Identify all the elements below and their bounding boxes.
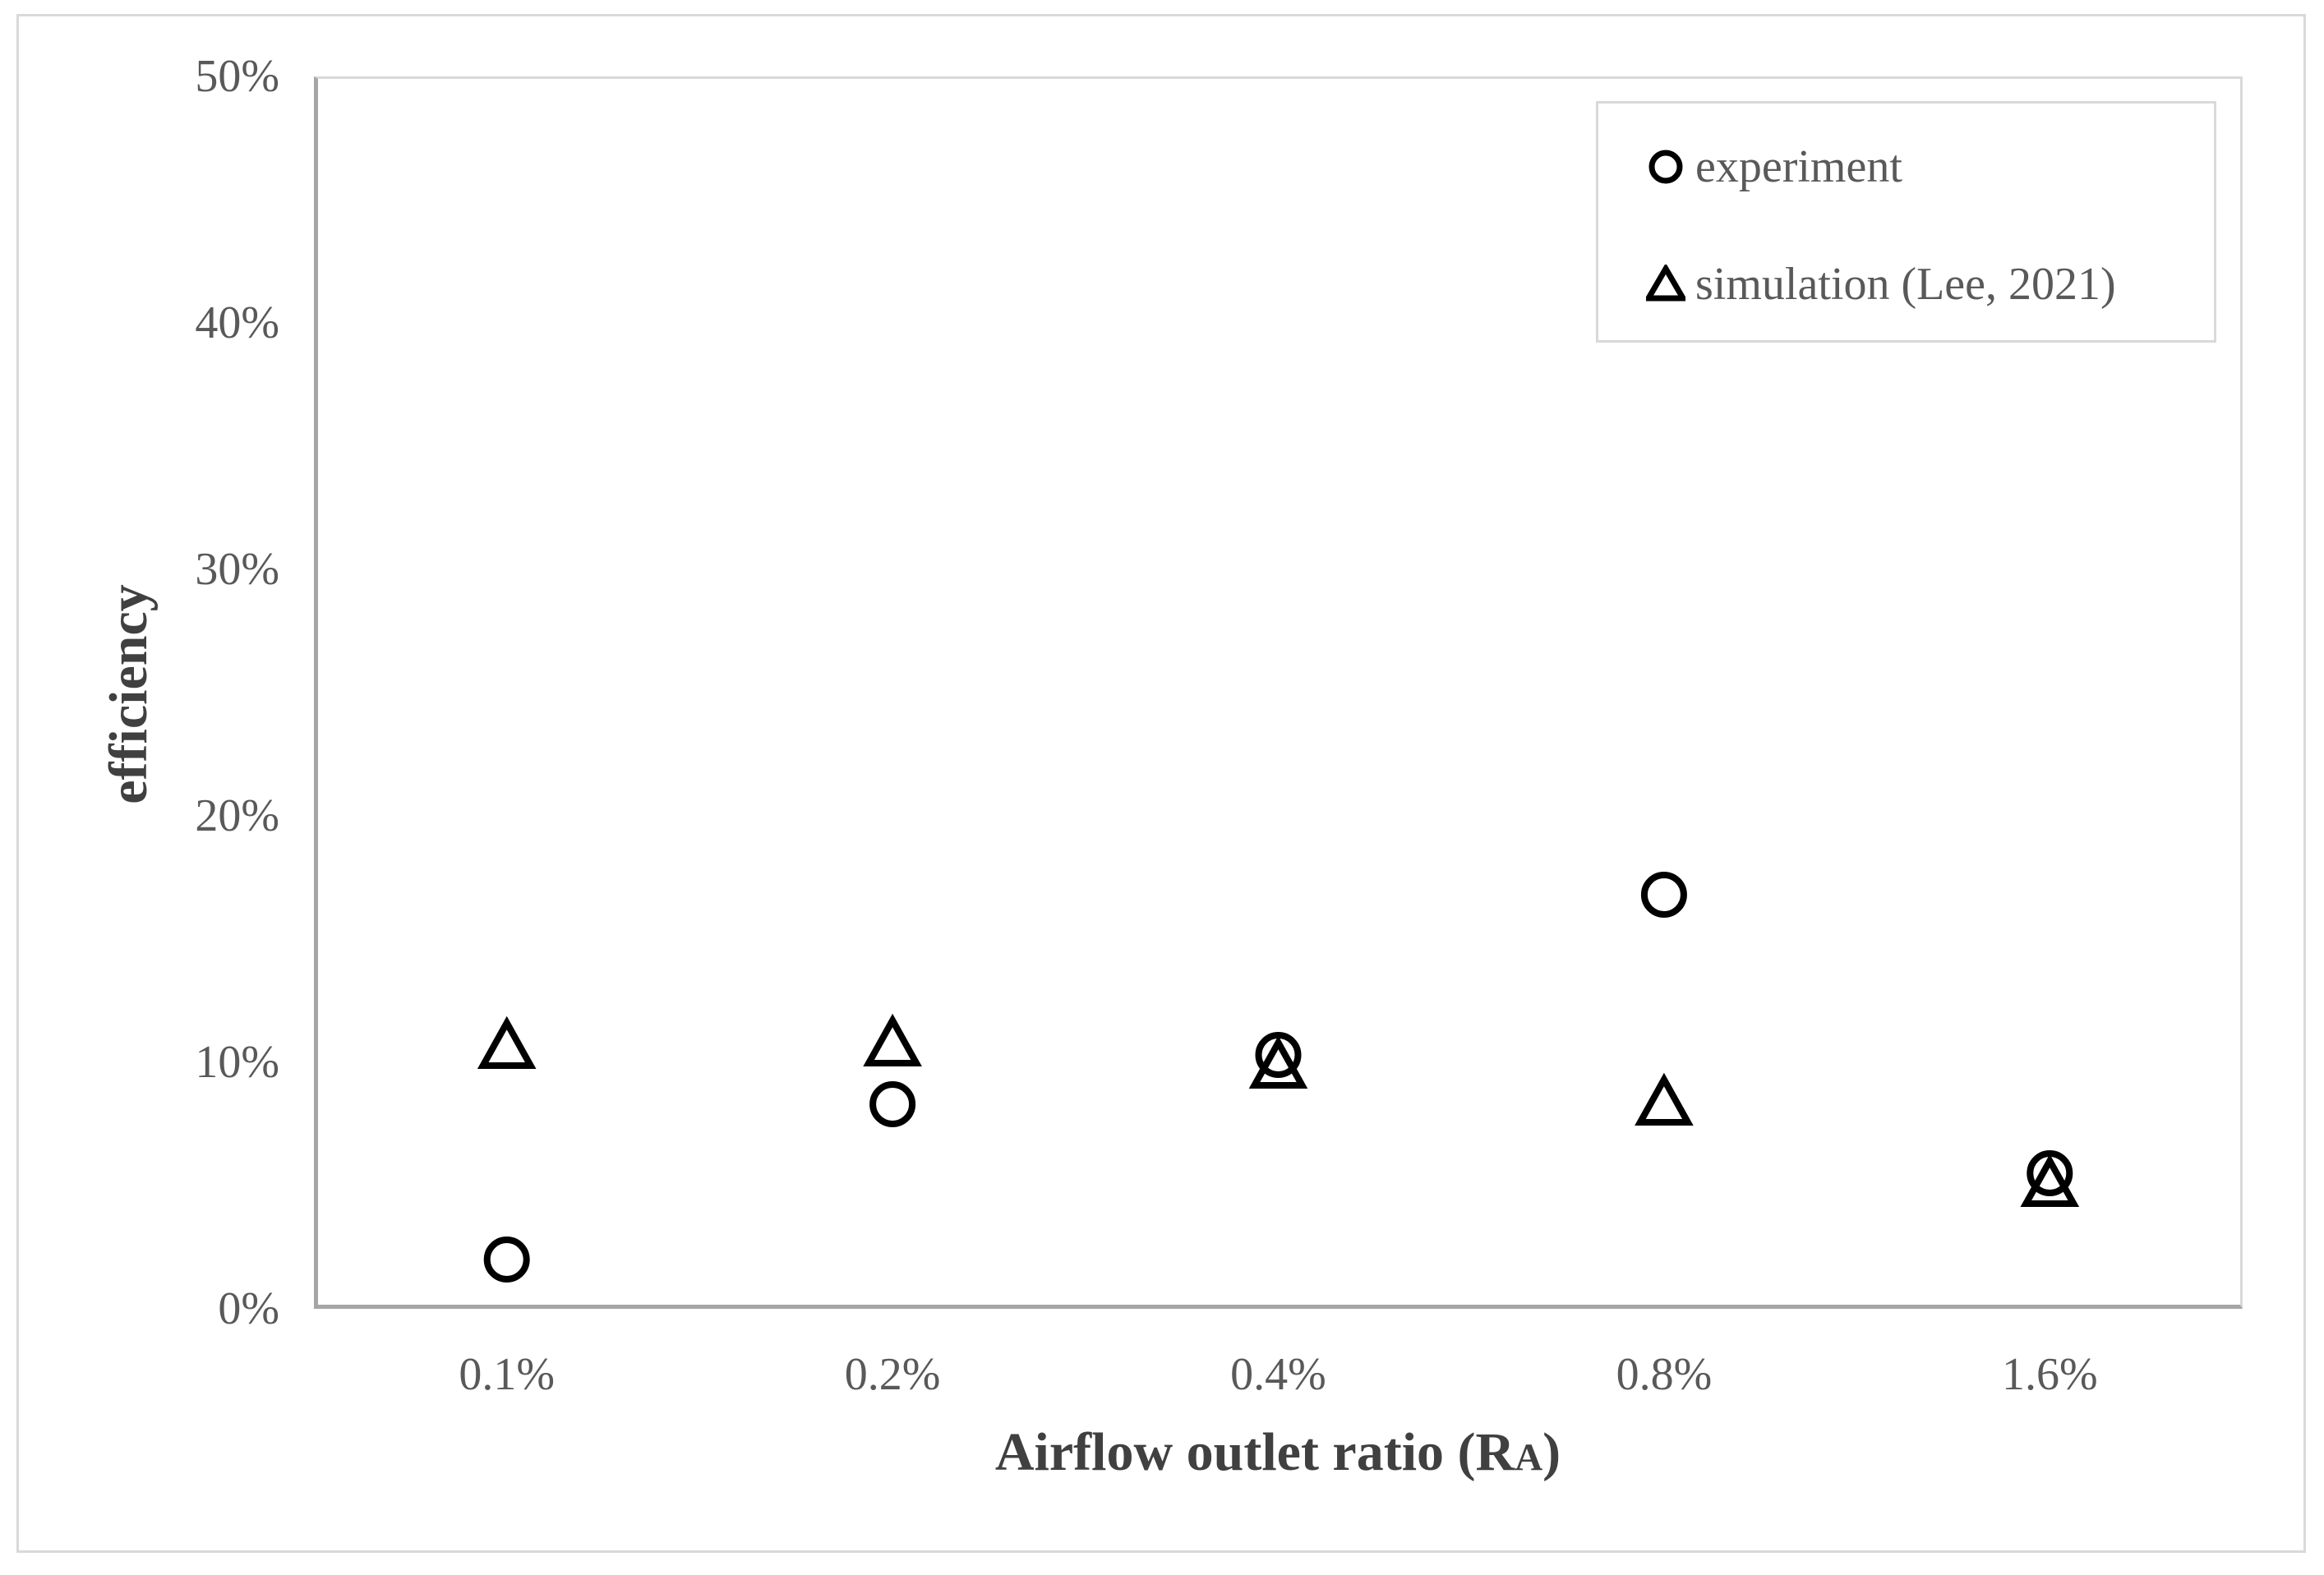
triangle-marker-icon [1248,1035,1308,1089]
circle-marker-icon [483,1237,530,1283]
triangle-marker-icon [477,1015,537,1069]
circle-marker-icon [1648,150,1683,184]
x-tick-label-1.6%: 1.6% [2001,1349,2098,1400]
circle-marker-icon [2027,1150,2073,1196]
triangle-marker-icon [2020,1154,2080,1207]
figure-outer-border [16,14,2306,1553]
x-axis-title-subscript: A [1515,1436,1543,1479]
y-tick-label-40%: 40% [195,297,279,348]
legend-label: simulation (Lee, 2021) [1695,259,2116,310]
legend-item-triangle: simulation (Lee, 2021) [1646,247,2116,321]
x-tick-label-0.8%: 0.8% [1616,1349,1713,1400]
x-axis-title-suffix: ) [1542,1422,1561,1482]
circle-marker-icon [869,1081,916,1127]
x-tick-label-0.1%: 0.1% [459,1349,556,1400]
x-tick-label-0.4%: 0.4% [1230,1349,1326,1400]
circle-marker-icon [1640,872,1687,918]
y-tick-label-50%: 50% [195,51,279,102]
triangle-marker-icon [1646,265,1685,302]
legend-label: experiment [1695,141,1902,192]
y-tick-label-30%: 30% [195,544,279,595]
y-tick-label-20%: 20% [195,790,279,841]
y-tick-label-0%: 0% [218,1283,279,1334]
x-tick-label-0.2%: 0.2% [844,1349,941,1400]
x-axis-title-prefix: Airflow outlet ratio (R [994,1422,1515,1482]
y-tick-label-10%: 10% [195,1037,279,1088]
triangle-marker-icon [1635,1072,1694,1126]
legend-item-circle: experiment [1646,130,1902,204]
legend: experiment simulation (Lee, 2021) [1596,101,2216,343]
x-axis-title: Airflow outlet ratio (RA) [785,1420,1771,1485]
circle-marker-icon [1255,1032,1302,1078]
triangle-marker-icon [863,1013,922,1066]
